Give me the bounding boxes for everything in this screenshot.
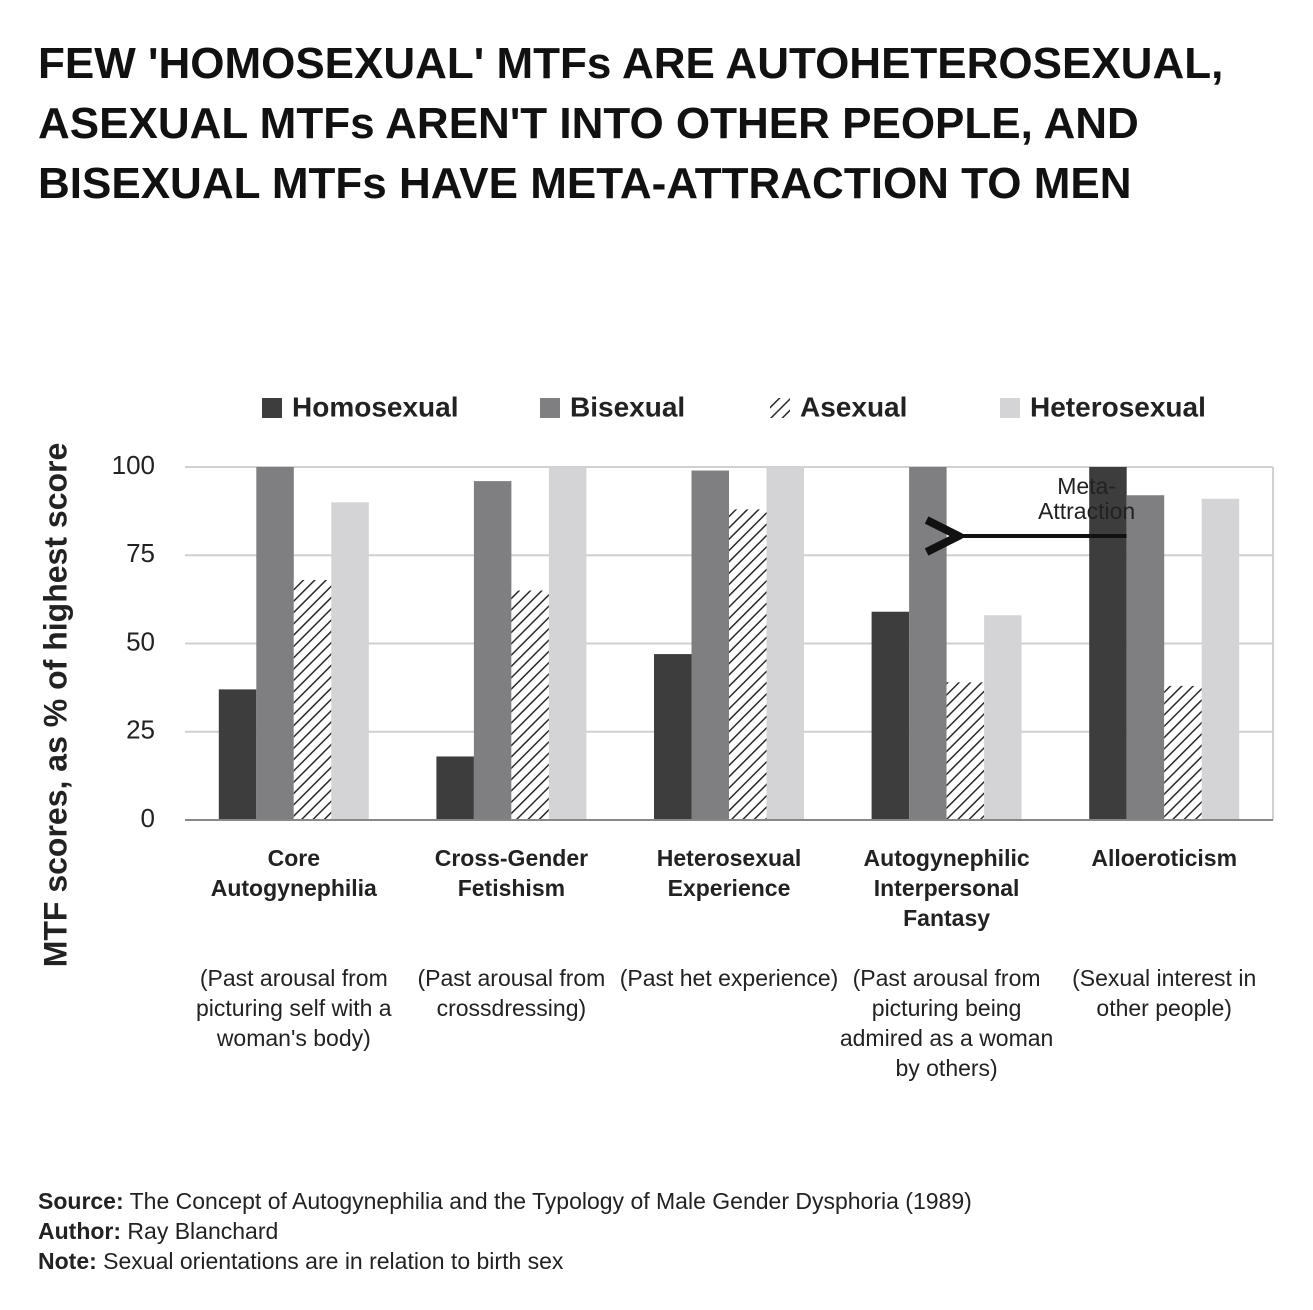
footer-label: Author: [38,1218,122,1244]
bar [871,611,910,820]
legend-swatch [1000,398,1020,418]
bar [511,590,549,820]
bar [436,756,474,820]
bar [1126,495,1165,820]
y-tick-label: 75 [126,538,155,568]
bar [766,467,804,820]
x-tick-label: Alloeroticism [1091,845,1238,871]
category-note: (Past arousal from picturing being admir… [839,965,1054,1081]
legend-swatch [540,398,560,418]
x-tick-label: Heterosexual Experience [656,845,802,901]
bar [473,481,512,820]
bar [548,467,587,820]
footer-text: Ray Blanchard [127,1218,279,1244]
footer-text: The Concept of Autogynephilia and the Ty… [129,1188,972,1214]
legend-label: Homosexual [292,391,459,422]
y-tick-label: 50 [126,626,155,656]
bar [293,579,332,820]
footer-row: Author: Ray Blanchard [38,1216,972,1246]
bar [331,502,369,820]
footer-row: Note: Sexual orientations are in relatio… [38,1246,972,1276]
bar [218,689,257,820]
category-note: (Past arousal from crossdressing) [417,965,606,1021]
bar [1164,685,1202,820]
footer: Source: The Concept of Autogynephilia an… [38,1186,972,1276]
bar [691,470,729,820]
x-tick-label: Cross-Gender Fetishism [434,845,589,901]
chart-title: FEW 'HOMOSEXUAL' MTFs ARE AUTOHETEROSEXU… [38,39,1224,208]
bar [909,467,947,820]
footer-label: Note: [38,1248,97,1274]
bar [729,509,767,820]
annotation: Meta-Attraction [1038,473,1136,524]
legend-label: Heterosexual [1030,391,1206,422]
footer-row: Source: The Concept of Autogynephilia an… [38,1186,972,1216]
category-note: (Sexual interest in other people) [1072,965,1257,1021]
legend-label: Bisexual [570,391,685,422]
bar [256,467,294,820]
category-note: (Past arousal from picturing self with a… [196,965,392,1051]
legend-label: Asexual [800,391,907,422]
bar [1089,467,1127,820]
y-axis-label: MTF scores, as % of highest score [37,443,73,968]
y-tick-label: 100 [112,450,155,480]
y-tick-label: 25 [126,715,155,745]
bar [1201,498,1240,820]
bar [654,654,692,820]
category-note: (Past het experience) [619,965,839,991]
y-tick-label: 0 [141,803,155,833]
footer-label: Source: [38,1188,124,1214]
bar [984,615,1022,820]
x-tick-label: Core Autogynephilia [210,845,377,901]
legend-swatch [770,398,790,418]
legend-swatch [262,398,282,418]
x-tick-label: Autogynephilic Interpersonal Fantasy [863,845,1030,931]
footer-text: Sexual orientations are in relation to b… [103,1248,564,1274]
bar [946,682,985,820]
